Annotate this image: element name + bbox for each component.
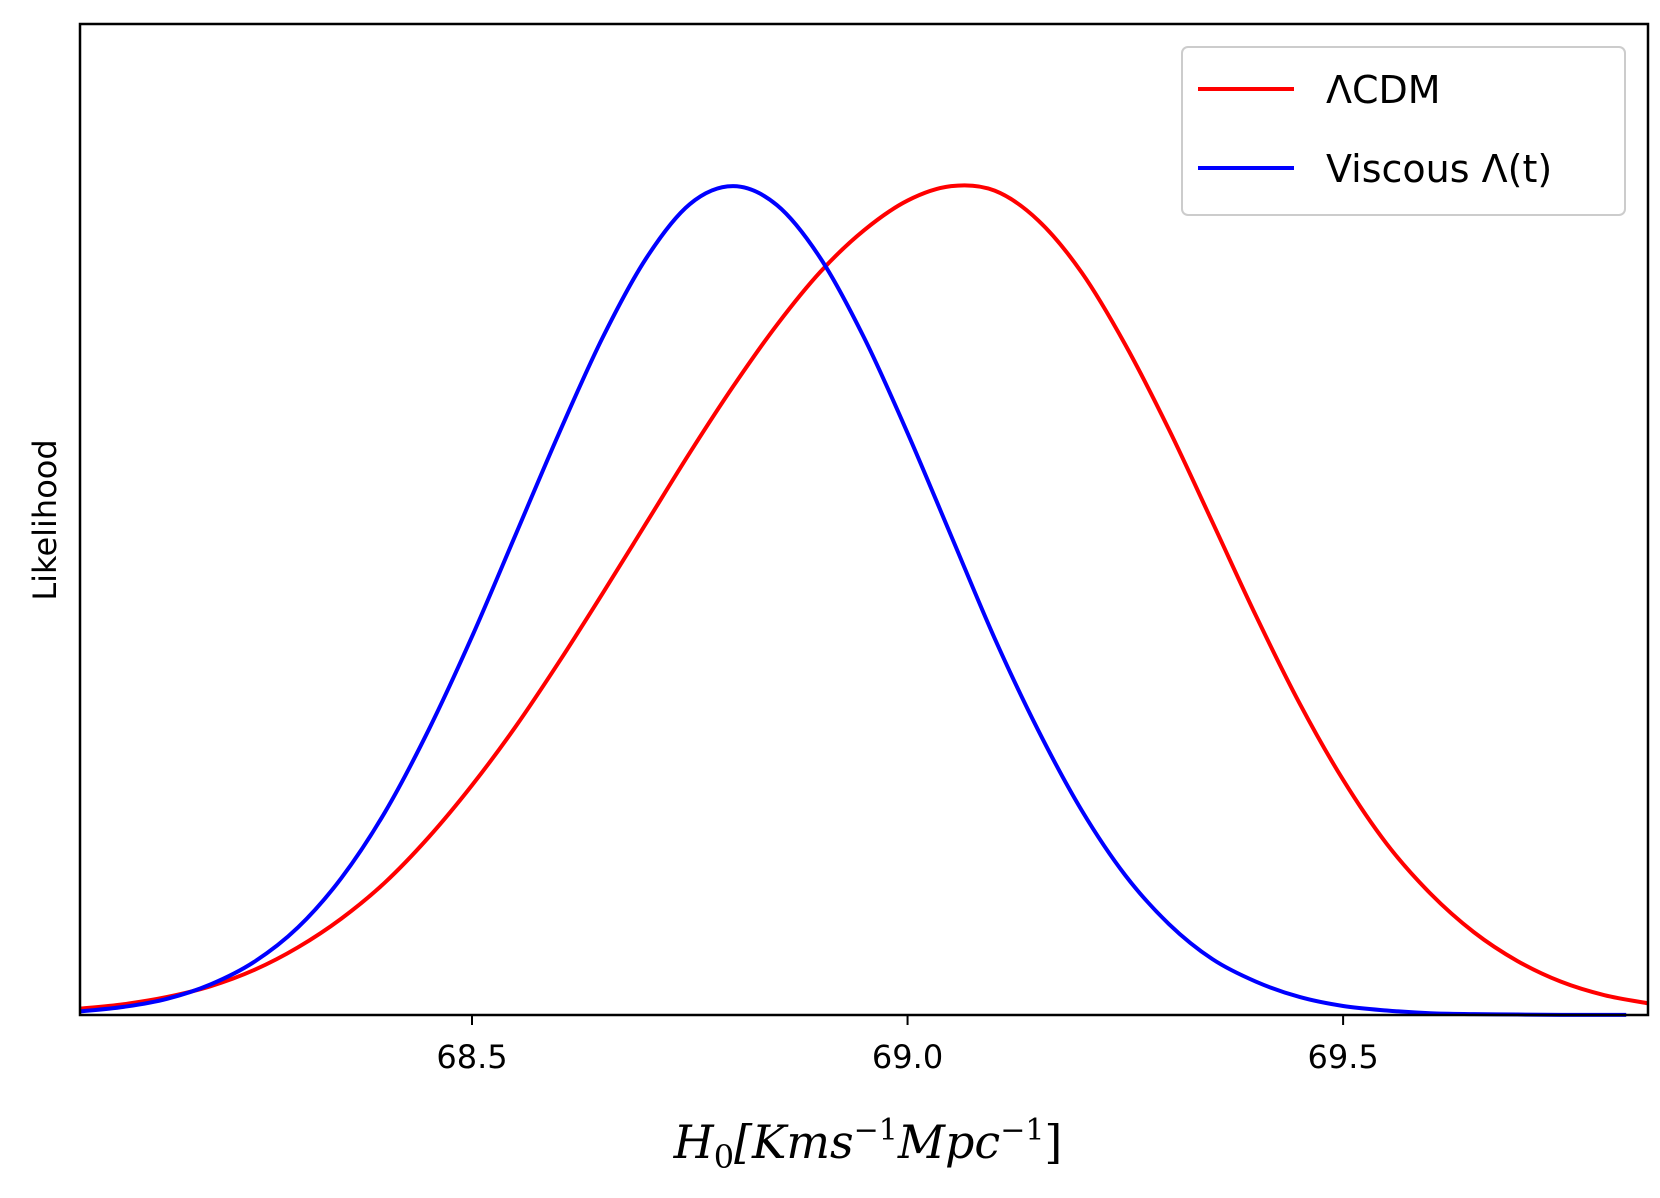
legend: ΛCDM Viscous Λ(t) <box>1181 46 1626 216</box>
x-label-mid: Mpc <box>897 1115 1000 1169</box>
x-axis-label: H0[Kms−1Mpc−1] <box>673 1113 1063 1176</box>
legend-label-viscous: Viscous Λ(t) <box>1326 147 1552 191</box>
series-layer <box>79 183 1649 1017</box>
x-label-sup2: −1 <box>1000 1113 1044 1148</box>
x-tick-label: 69.0 <box>872 1038 943 1076</box>
x-tick-label: 68.5 <box>436 1038 507 1076</box>
x-label-open: [Kms <box>734 1115 854 1169</box>
x-label-base: H <box>673 1115 715 1169</box>
legend-label-lcdm: ΛCDM <box>1326 68 1441 112</box>
x-label-close: ] <box>1044 1115 1062 1169</box>
x-tick-label: 69.5 <box>1307 1038 1378 1076</box>
plot-frame <box>78 22 1650 1017</box>
x-axis-ticks: 68.5 69.0 69.5 <box>436 1015 1379 1076</box>
series-line-viscous <box>79 184 1627 1017</box>
x-label-sup1: −1 <box>854 1113 898 1148</box>
x-label-sub: 0 <box>714 1138 734 1176</box>
series-line-lcdm <box>79 183 1649 1011</box>
y-axis-label: Likelihood <box>26 439 64 600</box>
